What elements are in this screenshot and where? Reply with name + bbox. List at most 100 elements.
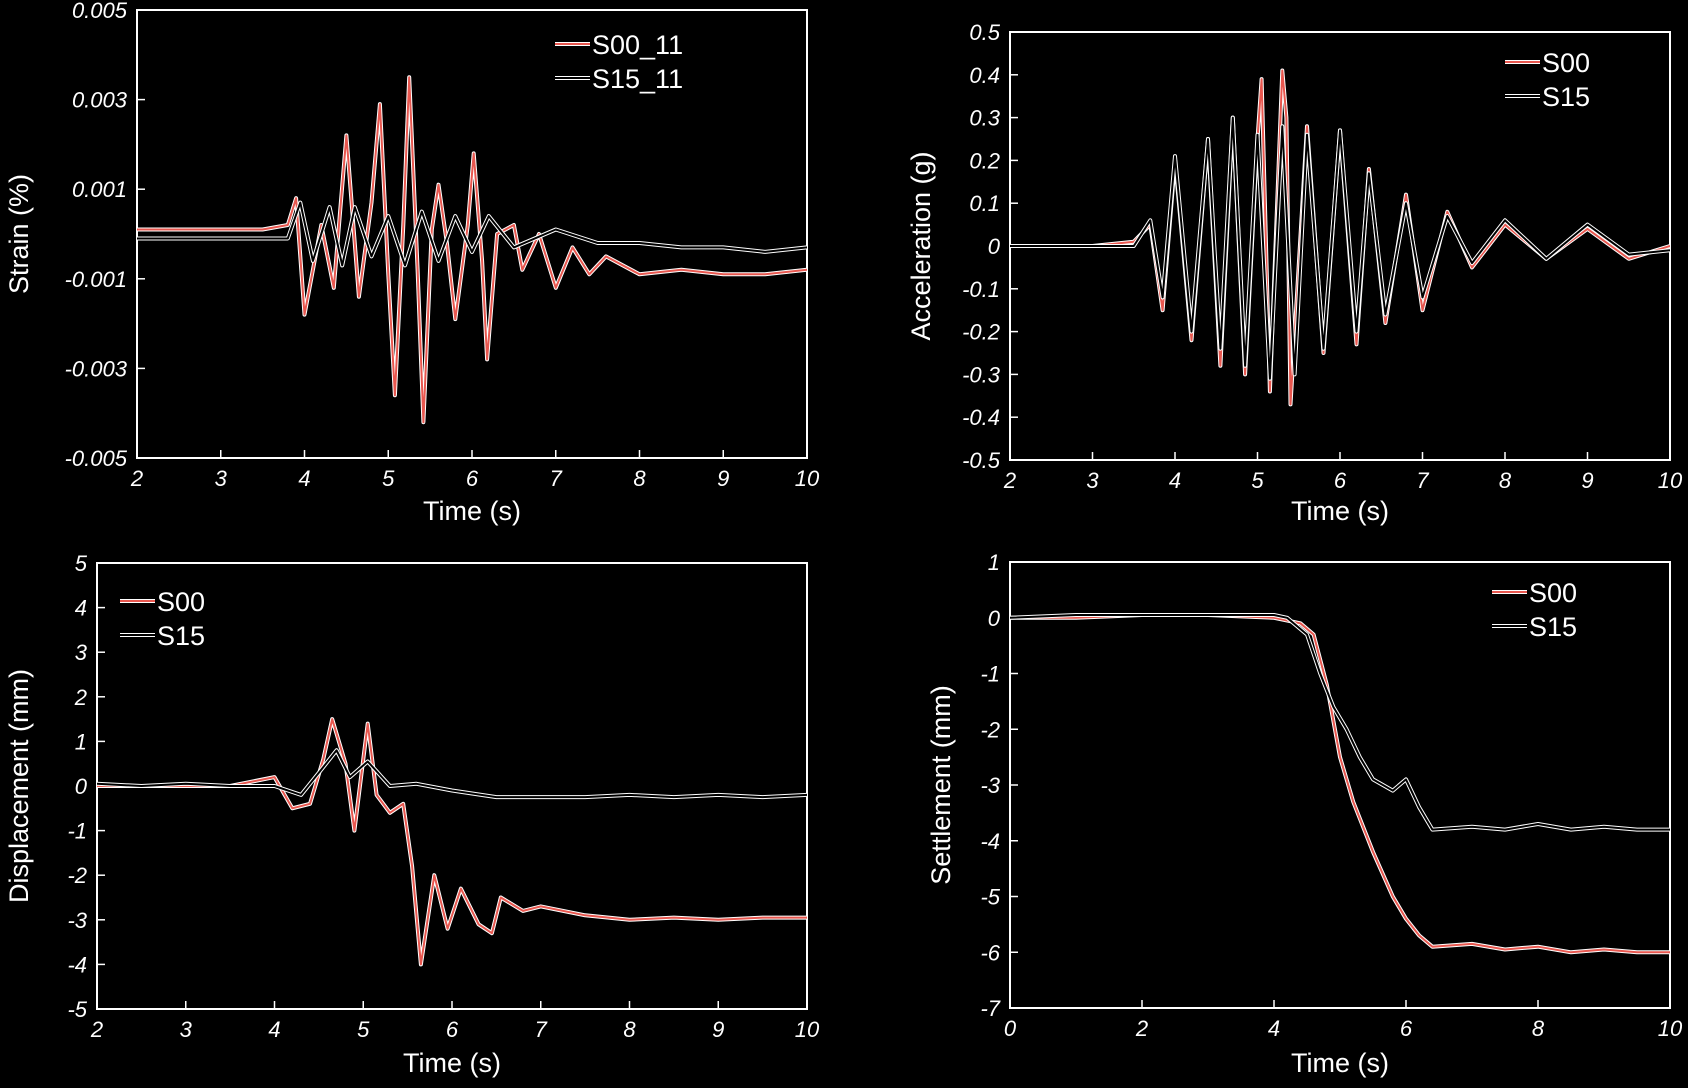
y-tick-label: -1 [67,819,87,844]
x-tick-label: 2 [1003,468,1016,493]
series-line-s15 [1010,614,1670,831]
legend-label: S00 [1529,578,1577,608]
y-tick-label: -2 [980,717,1000,742]
y-tick-label: 0.4 [969,63,1000,88]
x-tick-label: 7 [535,1017,548,1042]
x-tick-label: 3 [1086,468,1099,493]
y-tick-label: -0.003 [65,356,128,381]
x-tick-label: 2 [130,466,143,491]
x-tick-label: 6 [1400,1016,1413,1041]
x-tick-label: 10 [795,1017,820,1042]
y-tick-label: -3 [67,908,87,933]
x-tick-label: 10 [1658,1016,1683,1041]
y-tick-label: 0.003 [72,88,128,113]
series-line-s00_11 [137,76,807,424]
x-tick-label: 3 [180,1017,193,1042]
panel-strain: 2 3 4 5 6 7 8 9 10 0.005 0.003 0.001 -0.001 -0.003 -0.… [4,0,820,526]
x-tick-label: 0 [1004,1016,1017,1041]
y-tick-label: -0.005 [65,446,128,471]
y-tick-label: -0.001 [65,267,127,292]
x-tick-label: 7 [1416,468,1429,493]
x-axis-label: Time (s) [423,496,521,526]
y-tick-label: -6 [980,940,1000,965]
y-tick-label: 0 [75,774,88,799]
legend-label: S15_11 [592,64,683,94]
legend-label: S00 [1542,48,1590,78]
x-tick-label: 4 [1268,1016,1280,1041]
y-axis-label: Strain (%) [4,174,34,294]
series-halo-s15_11 [137,200,807,268]
x-tick-label: 5 [357,1017,370,1042]
panel-acceleration: 2 3 4 5 6 7 8 9 10 0.5 0.4 0.3 0.2 0.1 0 -0.1 -0.2 -0.3 -0… [906,20,1683,526]
x-tick-label: 6 [446,1017,459,1042]
series-line-s00 [1010,614,1670,954]
x-tick-label: 7 [550,466,563,491]
x-tick-label: 9 [712,1017,724,1042]
x-tick-label: 6 [1334,468,1347,493]
x-tick-label: 5 [1251,468,1264,493]
series-line-s15 [97,749,807,799]
y-tick-label: -1 [980,662,1000,687]
legend-label: S15 [1529,612,1577,642]
y-tick-label: 0.1 [969,191,1000,216]
y-tick-label: -0.5 [962,448,1001,473]
y-tick-label: 0.5 [969,20,1000,45]
series-line-s15_11 [137,201,807,267]
x-tick-label: 5 [382,466,395,491]
y-tick-label: -5 [67,997,87,1022]
x-tick-label: 8 [1532,1016,1545,1041]
y-tick-label: 0.2 [969,148,1000,173]
x-tick-label: 4 [268,1017,280,1042]
x-tick-label: 3 [215,466,228,491]
x-tick-label: 9 [1581,468,1593,493]
legend-label: S00_11 [592,30,683,60]
y-tick-label: 0.3 [969,106,1000,131]
y-tick-label: -3 [980,773,1000,798]
x-axis-label: Time (s) [1291,496,1389,526]
series-line-s15 [1010,116,1670,380]
series-halo-s00 [97,717,807,967]
x-tick-label: 2 [1135,1016,1148,1041]
y-tick-label: 0.001 [72,177,127,202]
y-tick-label: 0.005 [72,0,128,23]
y-axis-label: Settlement (mm) [926,685,956,885]
y-tick-label: 3 [75,640,88,665]
plot-frame [136,9,808,459]
legend-label: S00 [157,587,205,617]
y-tick-label: 1 [988,550,1000,575]
x-tick-label: 8 [633,466,646,491]
x-tick-label: 4 [298,466,310,491]
x-tick-label: 10 [1658,468,1683,493]
y-tick-label: 5 [75,551,88,576]
legend-label: S15 [157,621,205,651]
y-tick-label: -0.3 [962,362,1001,387]
y-axis-label: Displacement (mm) [4,669,34,903]
x-tick-label: 10 [795,466,820,491]
series-line-s00 [97,718,807,966]
x-tick-label: 2 [90,1017,103,1042]
x-tick-label: 8 [1499,468,1512,493]
y-tick-label: 0 [988,606,1001,631]
legend-label: S15 [1542,82,1590,112]
y-tick-label: 1 [75,729,87,754]
x-tick-label: 6 [466,466,479,491]
y-tick-label: 2 [74,685,87,710]
y-tick-label: -4 [980,829,1000,854]
y-tick-label: -4 [67,952,87,977]
x-tick-label: 9 [717,466,729,491]
y-tick-label: -0.2 [962,320,1000,345]
y-tick-label: -5 [980,885,1000,910]
x-axis-label: Time (s) [403,1048,501,1078]
x-axis-label: Time (s) [1291,1048,1389,1078]
x-tick-label: 4 [1169,468,1181,493]
y-tick-label: -2 [67,863,87,888]
y-axis-label: Acceleration (g) [906,151,936,340]
series-halo-s00 [1010,613,1670,955]
y-tick-label: -7 [980,996,1000,1021]
y-tick-label: 0 [988,234,1001,259]
x-tick-label: 8 [623,1017,636,1042]
y-tick-label: 4 [75,596,87,621]
